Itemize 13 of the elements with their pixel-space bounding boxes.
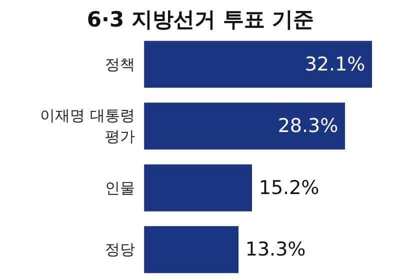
data-label: 28.3% (278, 115, 338, 138)
y-tick-label: 정당 (104, 240, 135, 259)
bar (144, 102, 346, 150)
data-label: 15.2% (258, 176, 320, 199)
y-tick-label: 인물 (104, 178, 135, 197)
y-tick-label: 이재명 대통령 평가 (40, 106, 135, 146)
bar (144, 40, 372, 88)
data-label: 13.3% (245, 238, 306, 261)
bar (144, 226, 239, 274)
chart-title: 6·3 지방선거 투표 기준 (86, 8, 314, 32)
y-tick-label: 정책 (104, 55, 135, 74)
data-label: 32.1% (304, 53, 366, 76)
bar (144, 164, 252, 212)
